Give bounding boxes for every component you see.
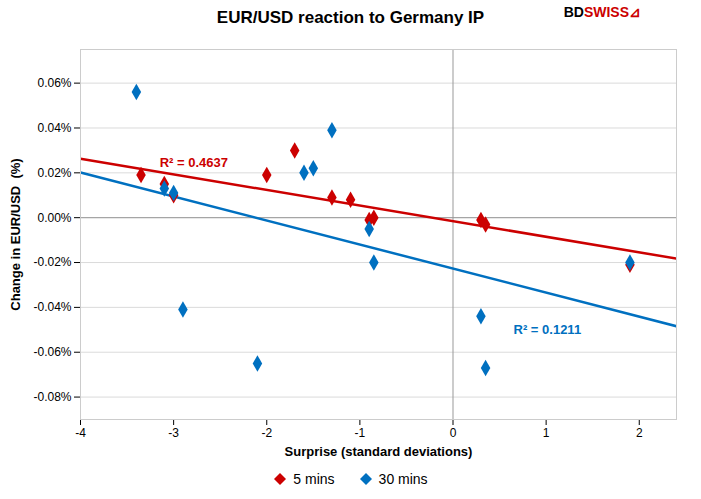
svg-text:-0.02%: -0.02% <box>33 255 71 269</box>
html-text:EUR/USD reaction to Germany IP: EUR/USD reaction to Germany IP <box>216 8 485 27</box>
svg-text:0.02%: 0.02% <box>37 166 71 180</box>
svg-text:-2: -2 <box>261 426 272 440</box>
svg-text:-3: -3 <box>168 426 179 440</box>
html-text:5 mins: 5 mins <box>293 471 335 487</box>
html-text:30 mins: 30 mins <box>378 471 428 487</box>
svg-text:-1: -1 <box>355 426 366 440</box>
svg-text:1: 1 <box>543 426 550 440</box>
svg-text:0.06%: 0.06% <box>37 76 71 90</box>
svg-text:2: 2 <box>636 426 643 440</box>
html-text:BD SWISS ⊿: BD SWISS ⊿ <box>563 4 641 20</box>
svg-text:-0.08%: -0.08% <box>33 390 71 404</box>
svg-text:Surprise (standard deviations): Surprise (standard deviations) <box>285 444 473 459</box>
svg-text:R² = 0.4637: R² = 0.4637 <box>160 155 228 170</box>
svg-text:-0.04%: -0.04% <box>33 300 71 314</box>
svg-text:0.04%: 0.04% <box>37 121 71 135</box>
svg-text:0: 0 <box>450 426 457 440</box>
svg-text:R² = 0.1211: R² = 0.1211 <box>514 322 582 337</box>
svg-text:Change in EUR/USD (%): Change in EUR/USD (%) <box>8 158 23 310</box>
svg-text:-4: -4 <box>75 426 86 440</box>
svg-text:0.00%: 0.00% <box>37 211 71 225</box>
svg-text:-0.06%: -0.06% <box>33 345 71 359</box>
